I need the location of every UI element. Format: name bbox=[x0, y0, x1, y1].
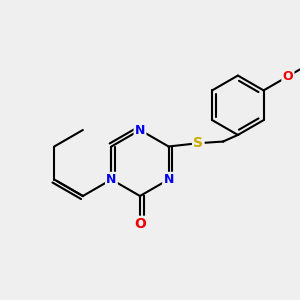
Text: N: N bbox=[106, 173, 117, 186]
Text: O: O bbox=[283, 70, 293, 83]
Text: O: O bbox=[134, 217, 146, 231]
Text: S: S bbox=[193, 136, 203, 150]
Text: N: N bbox=[164, 173, 174, 186]
Text: N: N bbox=[135, 124, 145, 136]
